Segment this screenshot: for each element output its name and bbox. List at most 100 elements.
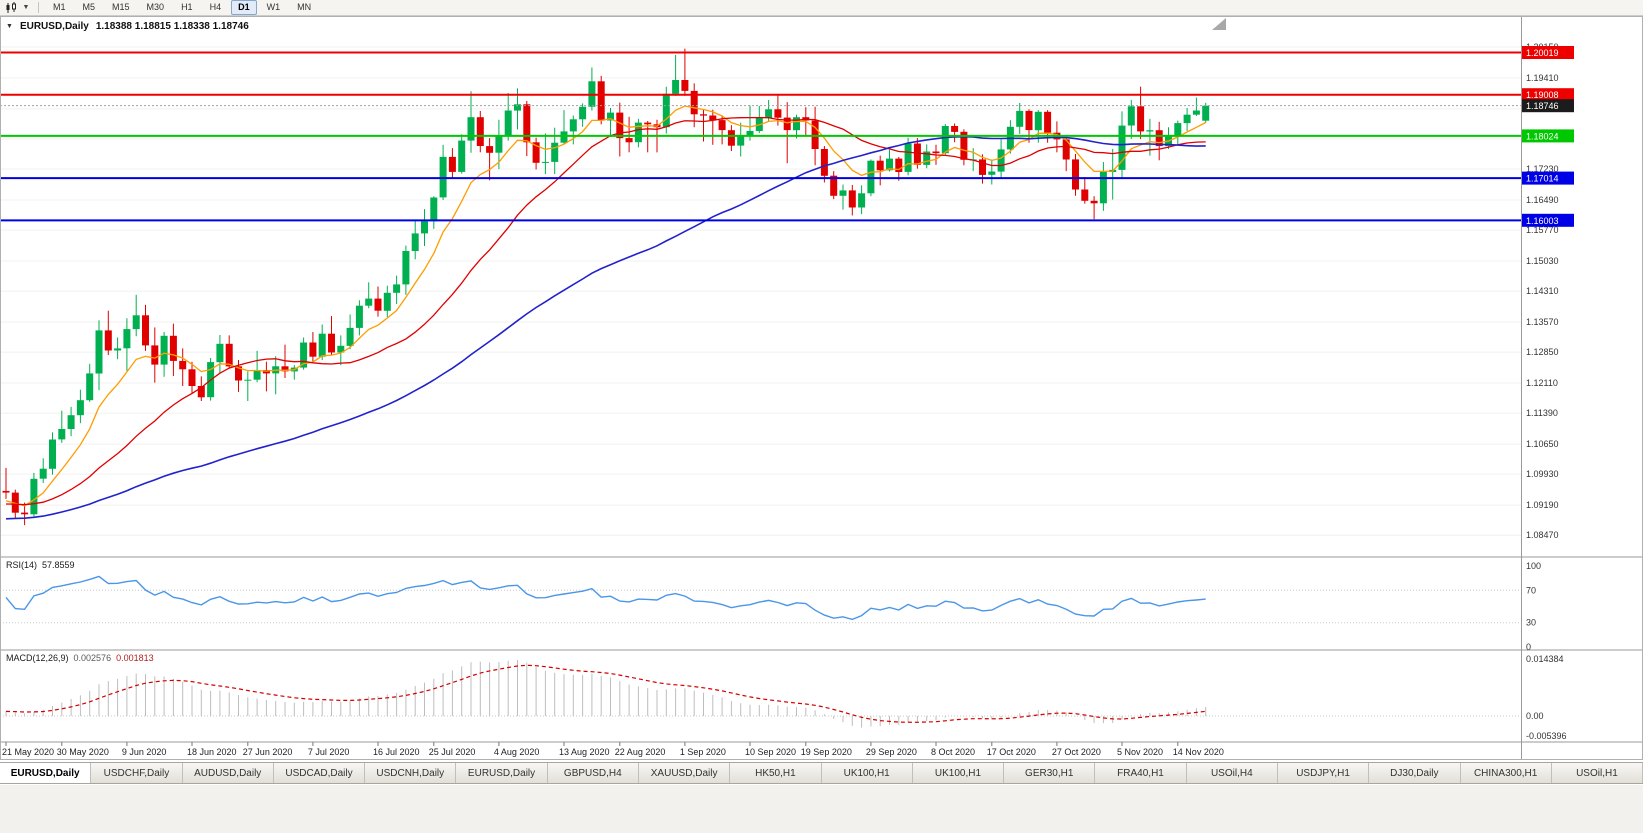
candle-body (634, 122, 642, 143)
price-level-badge (1522, 171, 1574, 185)
timeframe-button-m1[interactable]: M1 (53, 2, 66, 12)
candle-body (458, 140, 466, 172)
candle-body (1044, 111, 1052, 133)
chart-tab-xauusd-daily[interactable]: XAUUSD,Daily (638, 763, 731, 783)
timeframe-button-m15[interactable]: M15 (112, 2, 130, 12)
chart-tab-eurusd-daily[interactable]: EURUSD,Daily (456, 763, 548, 783)
candle-body (616, 112, 624, 139)
chart-tab-usdcad-daily[interactable]: USDCAD,Daily (273, 763, 366, 783)
chart-tab-gbpusd-h4[interactable]: GBPUSD,H4 (547, 763, 639, 783)
chart-tab-hk50-h1[interactable]: HK50,H1 (730, 763, 822, 783)
price-level-badge (1522, 213, 1574, 227)
chart-tab-usdjpy-h1[interactable]: USDJPY,H1 (1277, 763, 1370, 783)
macd-axis-label: 0.014384 (1526, 654, 1564, 664)
candle-body (1099, 172, 1107, 204)
candle-body (123, 329, 131, 349)
candle-body (11, 492, 19, 513)
price-axis-label: 1.16490 (1526, 195, 1559, 205)
candle-body (495, 135, 503, 153)
candle-body (1202, 105, 1210, 121)
candle-body (514, 104, 521, 111)
collapse-chart-icon[interactable]: ▼ (6, 23, 13, 30)
price-level-badge-text: 1.20019 (1526, 48, 1559, 58)
chart-tab-uk100-h1[interactable]: UK100,H1 (912, 763, 1005, 783)
candle-body (1146, 130, 1154, 132)
candle-body (1062, 139, 1070, 160)
timeframe-button-h4[interactable]: H4 (209, 2, 222, 12)
candle-body (39, 468, 47, 479)
candle-body (1016, 110, 1024, 127)
chart-tab-eurusd-daily[interactable]: EURUSD,Daily (0, 763, 92, 783)
candle-body (644, 122, 652, 125)
candle-body (169, 335, 177, 361)
chart-tab-usdcnh-daily[interactable]: USDCNH,Daily (365, 763, 457, 783)
date-axis-label: 18 Jun 2020 (187, 747, 237, 757)
candle-body (783, 117, 791, 131)
candle-body (830, 175, 838, 196)
chart-tab-usoil-h4[interactable]: USOil,H4 (1186, 763, 1278, 783)
date-axis-label: 29 Sep 2020 (866, 747, 917, 757)
candle-body (76, 400, 84, 416)
candle-body (774, 109, 782, 118)
candle-body (560, 131, 568, 143)
price-level-badge-text: 1.16003 (1526, 216, 1559, 226)
price-axis-label: 1.10650 (1526, 439, 1559, 449)
chart-shift-marker-icon[interactable] (1212, 18, 1226, 30)
date-axis-label: 16 Jul 2020 (373, 747, 420, 757)
chart-tab-china300-h1[interactable]: CHINA300,H1 (1460, 763, 1552, 783)
candle-body (355, 305, 363, 328)
candle-body (197, 386, 205, 398)
candle-body (281, 366, 289, 372)
chart-tab-audusd-daily[interactable]: AUDUSD,Daily (182, 763, 274, 783)
chart-tab-usoil-h1[interactable]: USOil,H1 (1551, 763, 1643, 783)
timeframe-button-mn[interactable]: MN (297, 2, 312, 12)
candle-body (746, 131, 754, 137)
candle-body (67, 415, 75, 429)
date-axis-label: 1 Sep 2020 (680, 747, 726, 757)
date-axis-label: 22 Aug 2020 (615, 747, 666, 757)
price-axis-label: 1.12110 (1526, 378, 1558, 388)
chart-tab-fra40-h1[interactable]: FRA40,H1 (1095, 763, 1187, 783)
price-chart[interactable]: 1.201501.194101.186701.179501.172301.164… (0, 16, 1643, 760)
candle-body (718, 120, 726, 131)
timeframe-button-m30[interactable]: M30 (146, 2, 165, 12)
candle-body (346, 327, 354, 346)
timeframe-button-group: M1 M5 M15 M30 H1 H4 D1 W1 MN (46, 0, 318, 15)
price-axis-label: 1.13570 (1526, 317, 1559, 327)
chart-type-dropdown-caret-icon[interactable]: ▼ (22, 4, 30, 11)
chart-tab-ger30-h1[interactable]: GER30,H1 (1004, 763, 1096, 783)
chart-tab-dj30-daily[interactable]: DJ30,Daily (1369, 763, 1461, 783)
date-axis-label: 27 Oct 2020 (1052, 747, 1101, 757)
timeframe-button-h1[interactable]: H1 (181, 2, 193, 12)
chart-header: ▼ EURUSD,Daily 1.18388 1.18815 1.18338 1… (6, 21, 249, 32)
date-axis-label: 19 Sep 2020 (801, 747, 852, 757)
date-axis-label: 27 Jun 2020 (243, 747, 293, 757)
price-axis-label: 1.12850 (1526, 347, 1559, 357)
candle-body (114, 348, 122, 351)
date-axis-label: 21 May 2020 (2, 747, 54, 757)
candle-body (979, 159, 986, 175)
candle-body (1118, 125, 1126, 170)
candle-body (681, 80, 689, 91)
rsi-line (5, 575, 1206, 621)
candle-body (876, 160, 884, 171)
timeframe-button-w1[interactable]: W1 (266, 2, 281, 12)
timeframe-button-d1[interactable]: D1 (231, 0, 257, 15)
candle-body (383, 292, 391, 311)
candle-body (337, 345, 345, 353)
chart-tab-uk100-h1[interactable]: UK100,H1 (821, 763, 913, 783)
price-level-badge (1522, 129, 1574, 143)
candle-body (941, 126, 949, 154)
candle-body (30, 478, 38, 515)
timeframe-button-m5[interactable]: M5 (82, 2, 96, 12)
candle-body (235, 366, 242, 381)
candle-body (504, 110, 512, 136)
candle-body (151, 345, 159, 365)
candle-body (467, 117, 475, 141)
date-axis-label: 9 Jun 2020 (122, 747, 167, 757)
candlestick-chart-icon[interactable] (3, 1, 19, 14)
date-axis-label: 10 Sep 2020 (745, 747, 796, 757)
price-level-badge-text: 1.18746 (1526, 101, 1559, 111)
macd-axis-label: -0.005396 (1526, 731, 1567, 741)
chart-tab-usdchf-daily[interactable]: USDCHF,Daily (91, 763, 183, 783)
